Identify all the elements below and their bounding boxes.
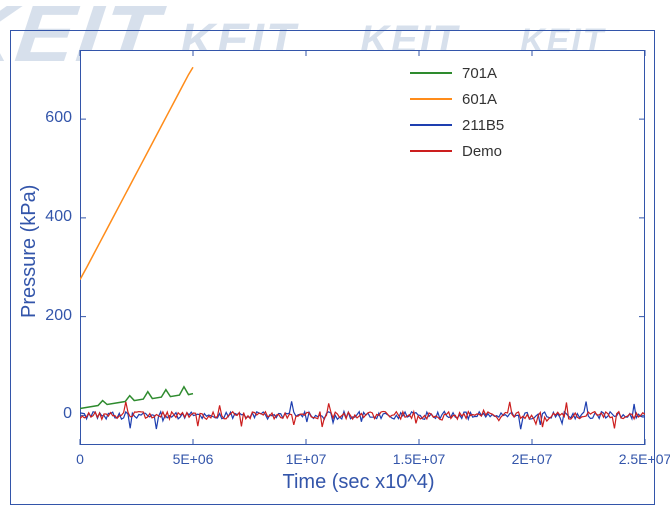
legend: 701A 601A 211B5 Demo — [410, 60, 504, 164]
y-tick-label: 0 — [32, 405, 72, 423]
legend-label: 601A — [462, 91, 497, 108]
x-tick-label: 0 — [76, 451, 84, 467]
x-axis-title: Time (sec x10^4) — [283, 471, 435, 494]
x-tick-label: 1E+07 — [286, 451, 327, 467]
legend-swatch — [410, 98, 452, 100]
legend-label: Demo — [462, 143, 502, 160]
legend-label: 211B5 — [462, 117, 504, 134]
legend-label: 701A — [462, 65, 497, 82]
legend-swatch — [410, 150, 452, 152]
legend-item: 211B5 — [410, 112, 504, 138]
series-701A — [80, 387, 193, 409]
legend-item: 601A — [410, 86, 504, 112]
y-axis-title: Pressure (kPa) — [18, 184, 41, 317]
x-tick-label: 5E+06 — [173, 451, 214, 467]
y-tick-label: 600 — [32, 109, 72, 127]
series-601A — [80, 67, 193, 279]
x-tick-label: 2E+07 — [512, 451, 553, 467]
legend-item: 701A — [410, 60, 504, 86]
series-Demo — [80, 402, 645, 429]
x-tick-label: 2.5E+07 — [619, 451, 670, 467]
x-tick-label: 1.5E+07 — [393, 451, 446, 467]
legend-swatch — [410, 72, 452, 74]
legend-swatch — [410, 124, 452, 126]
chart-svg — [0, 0, 670, 511]
legend-item: Demo — [410, 138, 504, 164]
